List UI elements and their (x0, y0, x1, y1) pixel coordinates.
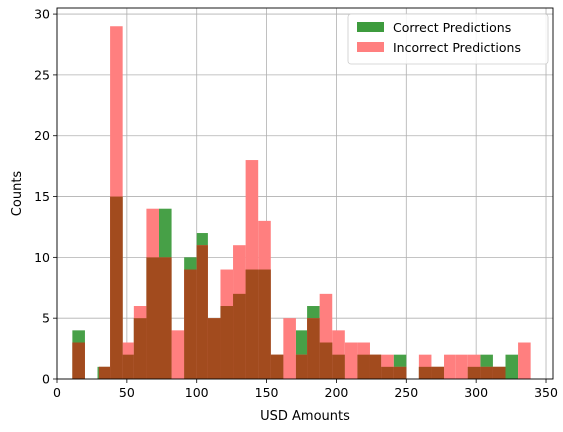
grid (56, 8, 553, 380)
bar-overlap (480, 366, 493, 379)
bar-overlap (431, 366, 445, 379)
bar-overlap (72, 342, 85, 379)
bar-correct (505, 354, 519, 379)
bar-overlap (110, 196, 123, 379)
bar-overlap (98, 366, 111, 379)
x-tick-label: 350 (534, 385, 558, 400)
bar-overlap (369, 354, 382, 379)
bar-incorrect (444, 354, 456, 379)
y-tick-label: 10 (34, 250, 50, 265)
bar-overlap (158, 257, 172, 379)
bar-overlap (418, 366, 432, 379)
legend-swatch-correct (357, 22, 384, 32)
x-tick-label: 150 (255, 385, 279, 400)
y-tick-label: 25 (34, 67, 50, 82)
bar-incorrect (283, 318, 296, 379)
bar-overlap (245, 269, 259, 379)
bar-overlap (220, 306, 234, 379)
bar-incorrect (455, 354, 468, 379)
bar-overlap (133, 318, 147, 379)
plot-frame (56, 7, 554, 380)
bar-overlap (319, 342, 333, 379)
bar-incorrect (518, 342, 531, 379)
x-tick-label: 0 (53, 385, 61, 400)
x-tick-label: 200 (325, 385, 349, 400)
x-axis-label: USD Amounts (260, 409, 350, 424)
bar-incorrect (344, 342, 358, 379)
bar-overlap (270, 354, 284, 379)
bar-overlap (258, 269, 271, 379)
bar-overlap (467, 366, 481, 379)
bar-overlap (307, 318, 320, 379)
bar-overlap (393, 366, 407, 379)
bar-overlap (122, 354, 134, 379)
ticks: 0 50 100 150 200 250 300 350 0 5 10 15 20 25 30 (34, 7, 558, 400)
legend-box (347, 13, 549, 65)
bar-overlap (207, 318, 221, 379)
bar-overlap (184, 269, 197, 379)
x-tick-label: 250 (394, 385, 418, 400)
bar-overlap (357, 354, 370, 379)
y-tick-label: 5 (42, 311, 50, 326)
legend: Correct Predictions Incorrect Prediction… (347, 13, 549, 65)
legend-label-incorrect: Incorrect Predictions (393, 40, 521, 55)
x-tick-label: 50 (119, 385, 135, 400)
bar-incorrect (171, 330, 185, 379)
bar-overlap (332, 354, 345, 379)
y-axis-label: Counts (10, 171, 25, 217)
bar-overlap (295, 354, 308, 379)
x-tick-label: 100 (185, 385, 209, 400)
bar-overlap (381, 366, 394, 379)
y-tick-label: 0 (42, 372, 50, 387)
bar-overlap (233, 293, 246, 379)
bars (72, 26, 531, 379)
bar-overlap (492, 366, 506, 379)
x-tick-label: 300 (464, 385, 488, 400)
legend-swatch-incorrect (357, 42, 384, 52)
bar-overlap (146, 257, 159, 379)
legend-label-correct: Correct Predictions (393, 20, 511, 35)
bar-overlap (196, 245, 208, 379)
y-tick-label: 30 (34, 7, 50, 22)
y-tick-label: 20 (34, 128, 50, 143)
y-tick-label: 15 (34, 189, 50, 204)
